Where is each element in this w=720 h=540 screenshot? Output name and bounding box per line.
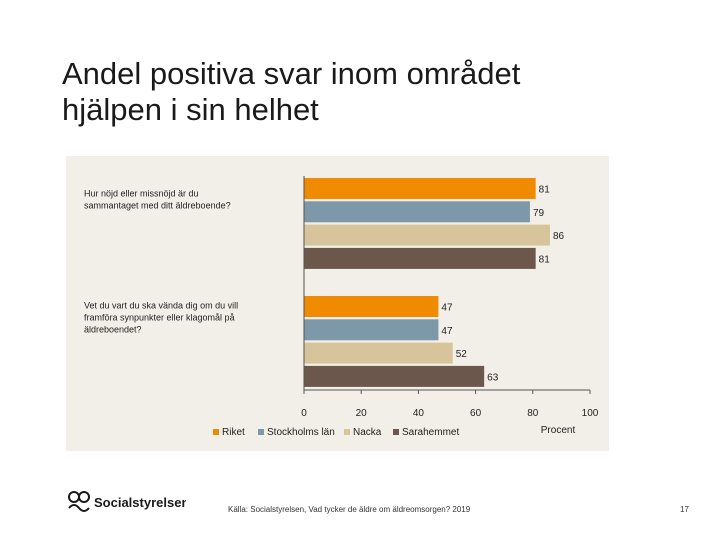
data-label: 79 [533,208,545,219]
source-note: Källa: Socialstyrelsen, Vad tycker de äl… [228,505,471,514]
legend-swatch [344,429,350,435]
category-label: framföra synpunkter eller klagomål på [84,313,235,323]
legend-label: Stockholms län [267,427,335,438]
bar [304,296,439,317]
legend-swatch [213,429,219,435]
category-label: Hur nöjd eller missnöjd är du [84,189,199,199]
category-label: sammantaget med ditt äldreboende? [84,201,231,211]
x-tick-label: 40 [413,408,425,419]
x-tick-label: 80 [527,408,539,419]
logo-text: Socialstyrelsen [94,495,186,510]
bar [304,178,536,199]
socialstyrelsen-logo: Socialstyrelsen [68,491,186,512]
title-line-2: hjälpen i sin helhet [62,92,319,127]
page-title: Andel positiva svar inom området hjälpen… [62,56,682,128]
bar [304,342,453,364]
legend-swatch [258,429,264,435]
x-tick-label: 0 [301,408,307,419]
data-label: 81 [539,254,551,265]
bar [304,319,439,341]
title-line-1: Andel positiva svar inom området [62,56,521,91]
legend-label: Riket [222,427,245,438]
category-label: äldreboendet? [84,325,142,335]
page-number: 17 [680,505,689,514]
x-tick-label: 100 [582,408,599,419]
data-label: 47 [441,326,453,337]
legend-label: Sarahemmet [402,427,459,438]
bar [304,224,550,246]
legend-label: Nacka [353,427,382,438]
bar [304,365,485,387]
legend-swatch [393,429,399,435]
data-label: 86 [553,231,565,242]
x-tick-label: 60 [470,408,482,419]
x-axis-label: Procent [541,425,576,436]
category-label: Vet du vart du ska vända dig om du vill [84,301,238,311]
data-label: 63 [487,372,499,383]
bar [304,247,536,269]
data-label: 47 [441,303,453,314]
logo-emblem-icon [68,491,90,512]
data-label: 81 [539,185,551,196]
bar [304,201,530,223]
data-label: 52 [456,349,468,360]
x-tick-label: 20 [356,408,368,419]
